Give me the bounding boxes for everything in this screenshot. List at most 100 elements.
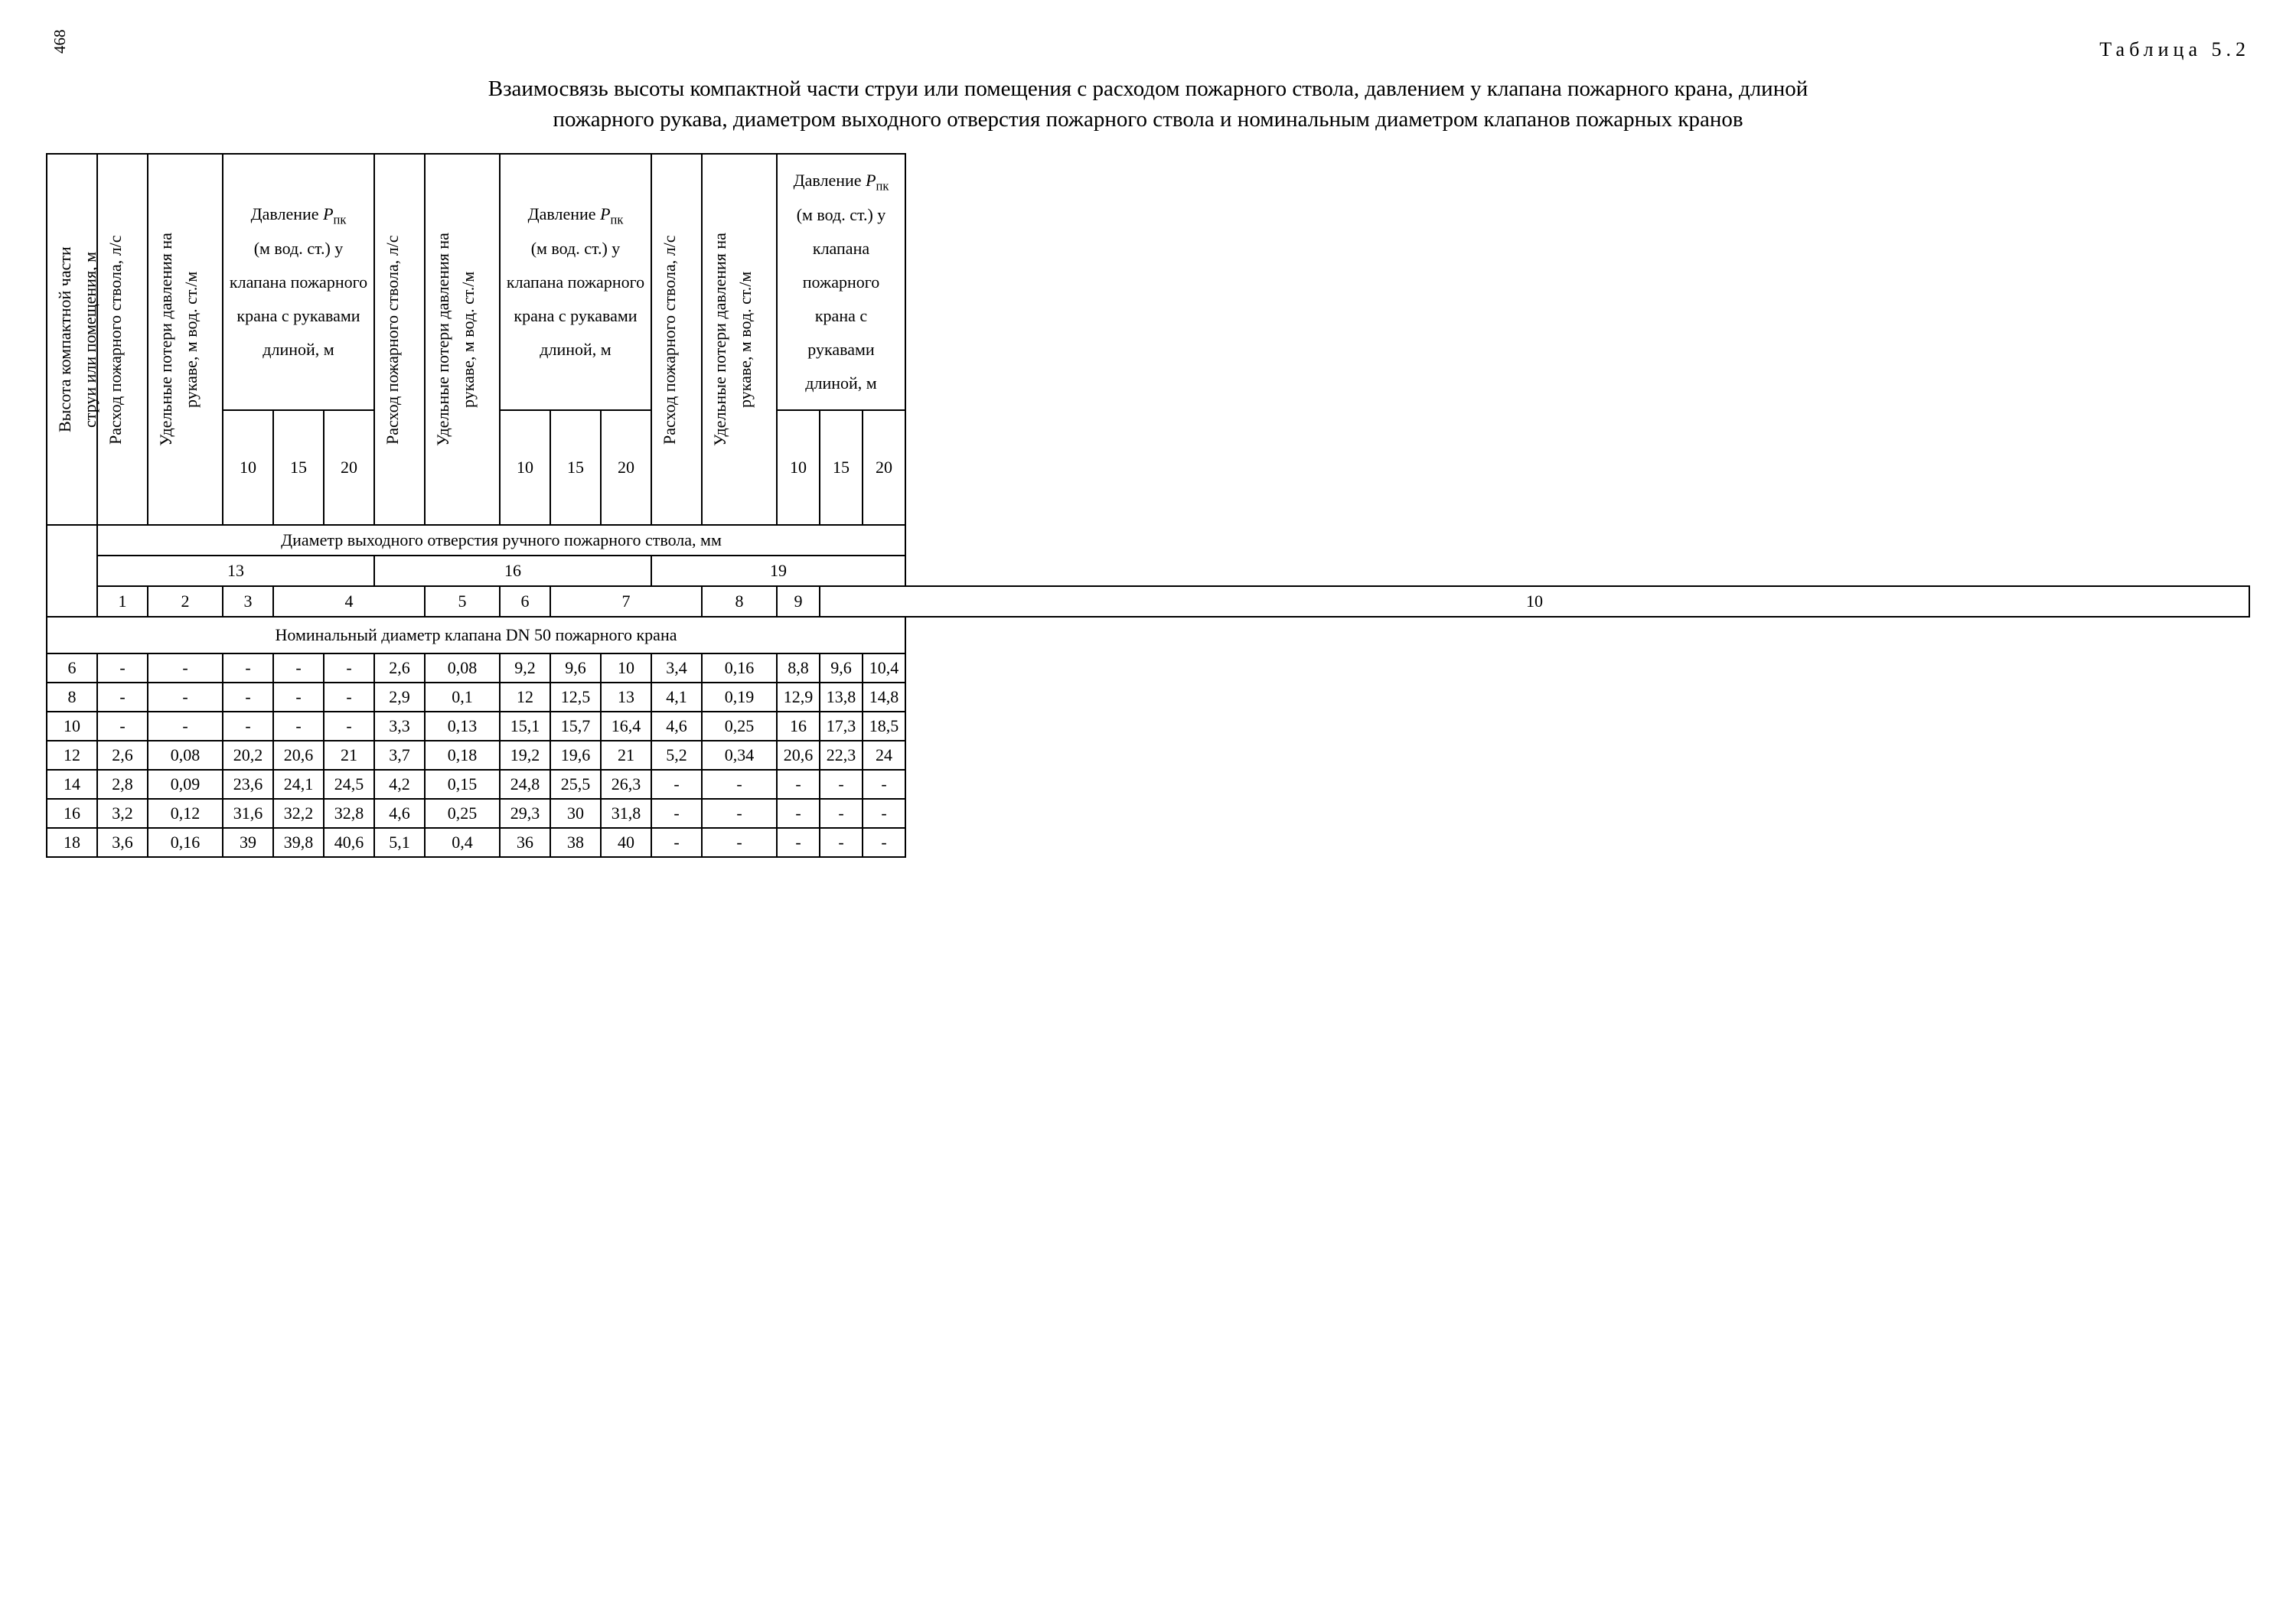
table-cell: 21 xyxy=(324,741,374,770)
table-cell: - xyxy=(223,712,273,741)
len-10-2: 10 xyxy=(500,410,550,525)
table-cell: 4,6 xyxy=(374,799,425,828)
table-cell: 0,18 xyxy=(425,741,500,770)
table-cell: 39 xyxy=(223,828,273,857)
table-cell: 20,6 xyxy=(777,741,820,770)
hdr-loss-3: Удельные потери давления на рукаве, м во… xyxy=(704,217,761,462)
table-cell: 0,16 xyxy=(702,653,777,683)
len-20-2: 20 xyxy=(601,410,651,525)
table-cell: - xyxy=(148,653,223,683)
table-cell: 9,6 xyxy=(550,653,601,683)
table-cell: 10 xyxy=(601,653,651,683)
table-cell: 21 xyxy=(601,741,651,770)
table-cell: 0,13 xyxy=(425,712,500,741)
table-cell: - xyxy=(651,770,702,799)
table-cell: 16 xyxy=(47,799,97,828)
table-cell: 0,4 xyxy=(425,828,500,857)
table-cell: 12 xyxy=(47,741,97,770)
table-cell: 20,2 xyxy=(223,741,273,770)
table-cell: 2,9 xyxy=(374,683,425,712)
d16: 16 xyxy=(374,556,651,586)
table-title: Взаимосвязь высоты компактной части стру… xyxy=(467,73,1829,135)
len-10-1: 10 xyxy=(223,410,273,525)
table-cell: - xyxy=(820,799,863,828)
table-label: Таблица 5.2 xyxy=(46,38,2250,61)
len-15-3: 15 xyxy=(820,410,863,525)
table-cell: - xyxy=(702,770,777,799)
table-cell: - xyxy=(273,683,324,712)
table-cell: 16 xyxy=(777,712,820,741)
table-cell: - xyxy=(820,770,863,799)
table-cell: 0,09 xyxy=(148,770,223,799)
table-cell: 2,6 xyxy=(97,741,148,770)
table-cell: 24 xyxy=(863,741,905,770)
table-cell: 30 xyxy=(550,799,601,828)
table-cell: 0,19 xyxy=(702,683,777,712)
table-cell: 18 xyxy=(47,828,97,857)
table-cell: 14 xyxy=(47,770,97,799)
table-row: 122,60,0820,220,6213,70,1819,219,6215,20… xyxy=(47,741,2249,770)
col-9: 9 xyxy=(777,586,820,617)
table-cell: 4,1 xyxy=(651,683,702,712)
table-cell: 17,3 xyxy=(820,712,863,741)
table-cell: 10,4 xyxy=(863,653,905,683)
table-cell: 36 xyxy=(500,828,550,857)
table-row: 8-----2,90,11212,5134,10,1912,913,814,8 xyxy=(47,683,2249,712)
col-7: 7 xyxy=(550,586,702,617)
table-cell: 15,1 xyxy=(500,712,550,741)
table-cell: 31,6 xyxy=(223,799,273,828)
table-cell: 9,2 xyxy=(500,653,550,683)
table-cell: 8,8 xyxy=(777,653,820,683)
len-15-1: 15 xyxy=(273,410,324,525)
col-10: 10 xyxy=(820,586,2249,617)
table-cell: 2,8 xyxy=(97,770,148,799)
table-cell: 14,8 xyxy=(863,683,905,712)
table-cell: - xyxy=(777,799,820,828)
table-cell: - xyxy=(273,712,324,741)
table-cell: 6 xyxy=(47,653,97,683)
len-15-2: 15 xyxy=(550,410,601,525)
table-cell: 0,08 xyxy=(425,653,500,683)
table-cell: 38 xyxy=(550,828,601,857)
table-cell: 12,9 xyxy=(777,683,820,712)
table-cell: - xyxy=(651,799,702,828)
table-cell: 0,25 xyxy=(702,712,777,741)
table-cell: 0,1 xyxy=(425,683,500,712)
col-4: 4 xyxy=(273,586,425,617)
table-cell: 12 xyxy=(500,683,550,712)
hdr-flow-3: Расход пожарного ствола, л/с xyxy=(654,217,685,462)
table-cell: 31,8 xyxy=(601,799,651,828)
table-cell: - xyxy=(777,828,820,857)
hdr-loss-1: Удельные потери давления на рукаве, м во… xyxy=(150,217,207,462)
hdr-pressure-2: Давление Pпк(м вод. ст.) у клапана пожар… xyxy=(500,154,651,410)
table-cell: 3,6 xyxy=(97,828,148,857)
table-cell: 18,5 xyxy=(863,712,905,741)
table-cell: 20,6 xyxy=(273,741,324,770)
table-cell: 3,4 xyxy=(651,653,702,683)
table-cell: 4,2 xyxy=(374,770,425,799)
table-cell: 5,1 xyxy=(374,828,425,857)
table-cell: - xyxy=(820,828,863,857)
table-cell: 32,2 xyxy=(273,799,324,828)
table-cell: 9,6 xyxy=(820,653,863,683)
table-cell: - xyxy=(651,828,702,857)
table-cell: 23,6 xyxy=(223,770,273,799)
table-cell: 39,8 xyxy=(273,828,324,857)
table-row: 6-----2,60,089,29,6103,40,168,89,610,4 xyxy=(47,653,2249,683)
table-cell: 3,7 xyxy=(374,741,425,770)
table-cell: - xyxy=(273,653,324,683)
diam-header: Диаметр выходного отверстия ручного пожа… xyxy=(97,525,905,556)
table-cell: 22,3 xyxy=(820,741,863,770)
table-cell: - xyxy=(324,653,374,683)
table-cell: - xyxy=(97,712,148,741)
table-cell: 12,5 xyxy=(550,683,601,712)
table-cell: - xyxy=(702,799,777,828)
table-cell: - xyxy=(223,653,273,683)
len-20-3: 20 xyxy=(863,410,905,525)
table-cell: 5,2 xyxy=(651,741,702,770)
table-cell: 3,2 xyxy=(97,799,148,828)
table-cell: - xyxy=(863,799,905,828)
table-cell: 40,6 xyxy=(324,828,374,857)
table-cell: 10 xyxy=(47,712,97,741)
table-cell: 13,8 xyxy=(820,683,863,712)
